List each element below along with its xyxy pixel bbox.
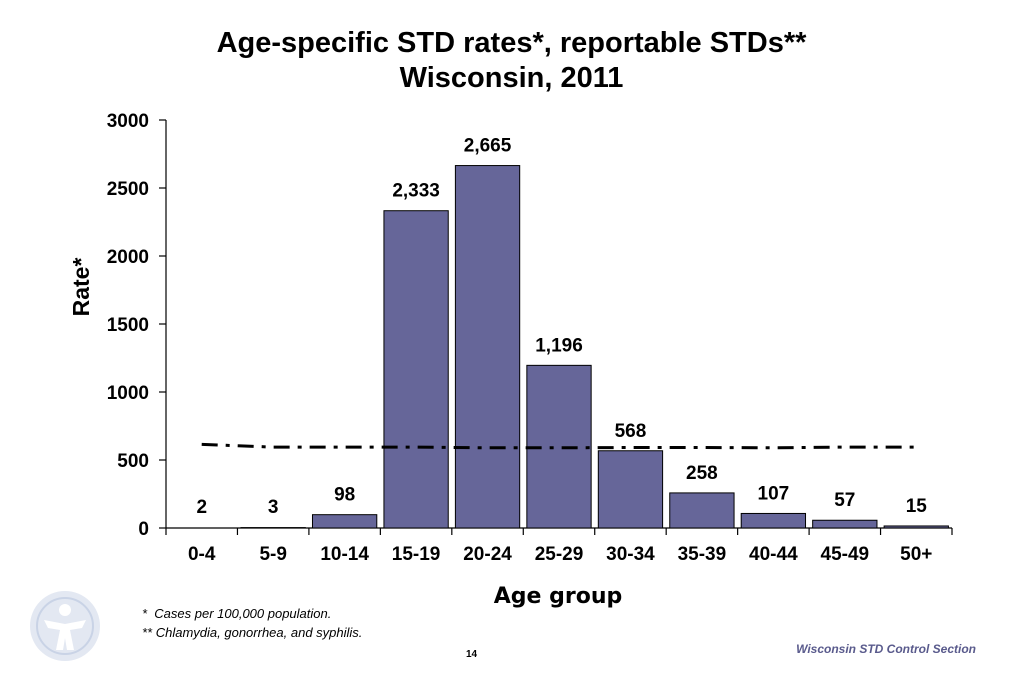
x-tick-label: 30-34 (606, 544, 655, 565)
data-label: 107 (758, 483, 790, 504)
x-tick-label: 20-24 (463, 544, 512, 565)
bars (240, 165, 949, 529)
source-label: Wisconsin STD Control Section (796, 642, 976, 656)
bar (454, 165, 521, 529)
x-axis: 0-4 5-9 10-14 15-19 20-24 25-29 30-34 35-39 40-4… (165, 527, 953, 565)
y-tick-label: 1000 (107, 383, 149, 404)
data-label: 3 (268, 497, 279, 518)
x-tick-label: 25-29 (535, 544, 584, 565)
chart-title: Age-specific STD rates*, reportable STDs… (0, 26, 1023, 96)
y-tick-label: 3000 (107, 111, 149, 132)
data-label: 57 (834, 490, 855, 511)
x-axis-title: Age group (494, 584, 622, 609)
data-label: 2,333 (392, 181, 440, 202)
bar (597, 450, 664, 529)
bar (383, 210, 449, 529)
y-axis-title: Rate* (68, 258, 94, 317)
x-tick-label: 45-49 (821, 544, 870, 565)
y-axis: 0 500 1000 1500 2000 2500 3000 (107, 111, 167, 540)
bar (812, 519, 878, 529)
bar (311, 514, 378, 529)
x-tick-label: 10-14 (320, 544, 369, 565)
reference-line (201, 442, 917, 450)
bar (883, 525, 949, 529)
x-tick-label: 40-44 (749, 544, 798, 565)
x-tick-label: 15-19 (392, 544, 441, 565)
person-globe-logo-icon (30, 591, 100, 661)
footnote-stds: ** Chlamydia, gonorrhea, and syphilis. (142, 625, 363, 640)
chart-title-line-1: Age-specific STD rates*, reportable STDs… (216, 27, 807, 59)
bar (669, 492, 735, 529)
data-label: 2,665 (464, 136, 512, 157)
y-tick-label: 2000 (107, 247, 149, 268)
x-tick-label: 0-4 (188, 544, 216, 565)
footnotes: * Cases per 100,000 population. ** Chlam… (142, 604, 362, 642)
y-tick-label: 500 (117, 451, 149, 472)
x-tick-label: 50+ (900, 544, 932, 565)
footnote-rate: * Cases per 100,000 population. (142, 606, 332, 621)
reference-line-path (201, 442, 917, 450)
y-tick-label: 0 (138, 519, 149, 540)
data-label: 568 (615, 421, 647, 442)
data-label: 15 (906, 496, 928, 517)
data-label: 1,196 (535, 335, 583, 356)
data-label: 258 (686, 463, 718, 484)
data-label: 98 (334, 485, 355, 506)
data-labels: 2 3 98 2,333 2,665 1,196 568 258 107 57 15 (196, 136, 927, 518)
data-label: 2 (196, 497, 207, 518)
y-tick-label: 2500 (107, 179, 149, 200)
page-number: 14 (466, 649, 478, 660)
y-tick-label: 1500 (107, 315, 149, 336)
bar (740, 512, 807, 529)
x-tick-label: 5-9 (259, 544, 286, 565)
x-tick-label: 35-39 (678, 544, 727, 565)
chart-title-line-2: Wisconsin, 2011 (399, 62, 624, 94)
